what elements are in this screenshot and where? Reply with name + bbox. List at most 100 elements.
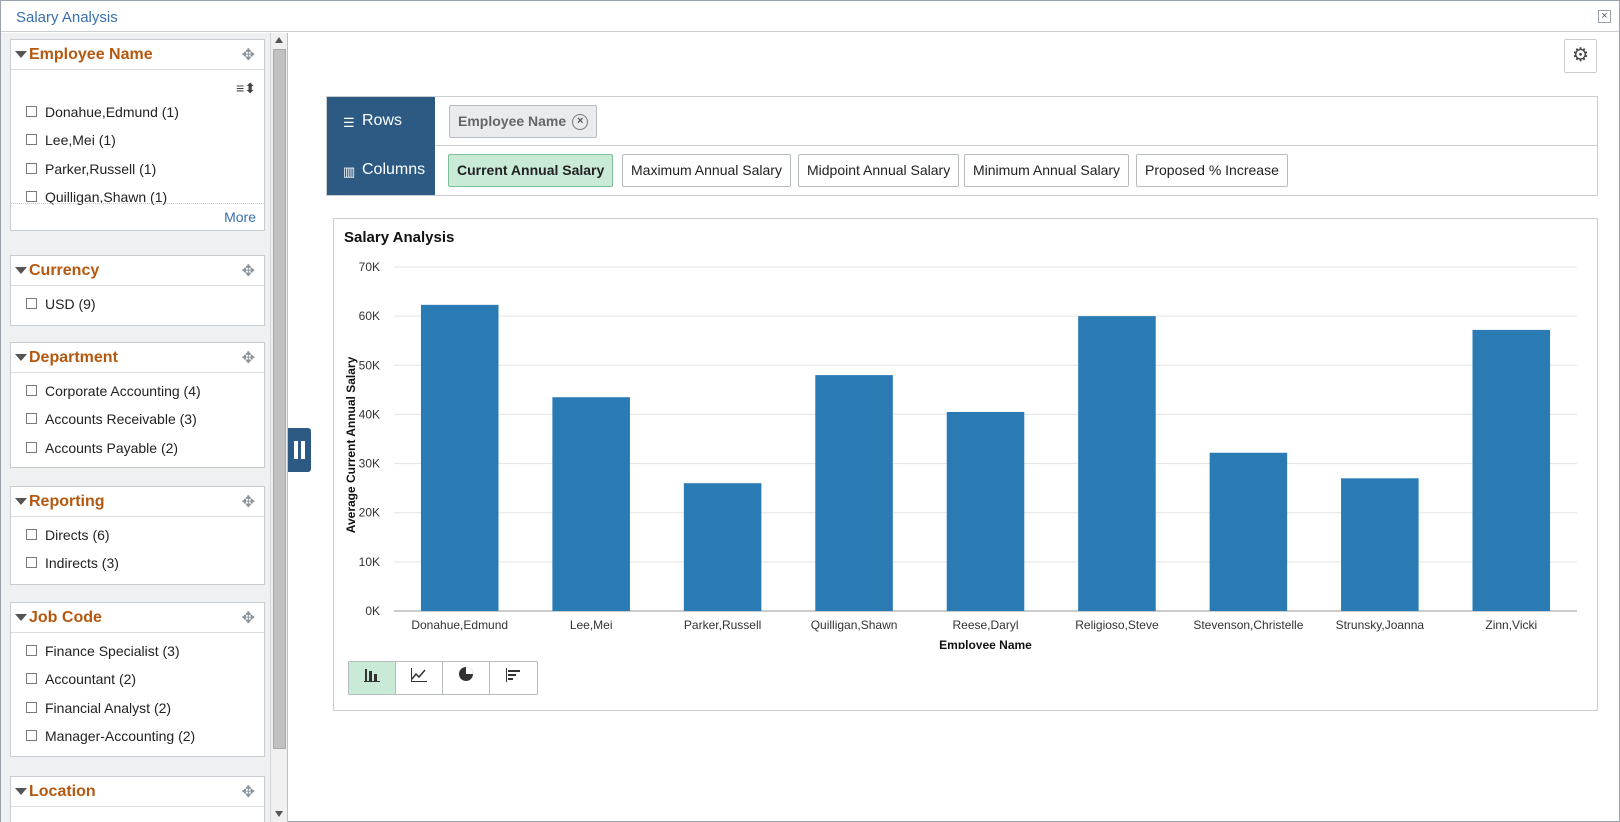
facet-title: Location [29, 783, 96, 800]
option-label: Accounts Receivable (3) [45, 411, 197, 428]
scroll-up-icon[interactable] [275, 37, 283, 43]
collapse-caret-icon[interactable] [15, 498, 27, 505]
facet-option[interactable]: Indirects (3) [11, 551, 264, 579]
checkbox[interactable] [26, 673, 37, 685]
facet-option[interactable]: Parker,Russell (1) [11, 157, 264, 185]
checkbox[interactable] [26, 298, 37, 309]
move-icon[interactable]: ✥ [241, 494, 255, 511]
horizontal-bar-icon[interactable] [490, 662, 537, 694]
collapse-caret-icon[interactable] [15, 614, 27, 621]
move-icon[interactable]: ✥ [241, 350, 255, 367]
facet-header[interactable]: Location ✥ [11, 777, 264, 807]
move-icon[interactable]: ✥ [241, 47, 255, 64]
facet-option[interactable]: Accountant (2) [11, 667, 264, 695]
facet-option[interactable]: USD (9) [11, 292, 264, 320]
facet-currency: Currency ✥ USD (9) [10, 255, 265, 326]
facet-option[interactable]: Donahue,Edmund (1) [11, 100, 264, 128]
x-tick-label: Parker,Russell [684, 618, 761, 632]
facet-option[interactable]: Corporate Accounting (4) [11, 379, 264, 407]
remove-icon[interactable]: × [572, 114, 589, 131]
chart-title: Salary Analysis [344, 229, 455, 246]
y-tick-label: 20K [359, 506, 380, 520]
sort-icon[interactable]: ≡⬍ [236, 80, 256, 96]
y-tick-label: 60K [359, 309, 380, 323]
option-label: Indirects (3) [45, 555, 119, 572]
column-chip-proposed-increase[interactable]: Proposed % Increase [1136, 154, 1288, 187]
rows-bar: ☰ Rows Employee Name × [327, 97, 1597, 146]
more-link[interactable]: More [224, 209, 256, 225]
gear-icon[interactable]: ⚙ [1564, 39, 1597, 73]
y-tick-label: 50K [359, 358, 380, 372]
facet-option[interactable]: Lee,Mei (1) [11, 128, 264, 156]
facet-scrollbar[interactable] [270, 33, 287, 822]
facet-panel: Employee Name ✥ ≡⬍ Donahue,Edmund (1) Le… [1, 33, 288, 822]
bar [946, 411, 1025, 611]
collapse-caret-icon[interactable] [15, 354, 27, 361]
facet-option[interactable]: Financial Analyst (2) [11, 696, 264, 724]
y-tick-label: 30K [359, 457, 380, 471]
facet-option[interactable]: Manager-Accounting (2) [11, 724, 264, 752]
facet-header[interactable]: Job Code ✥ [11, 603, 264, 633]
collapse-caret-icon[interactable] [15, 788, 27, 795]
move-icon[interactable]: ✥ [241, 784, 255, 801]
x-tick-label: Stevenson,Christelle [1193, 618, 1303, 632]
bar [683, 483, 762, 611]
facet-option[interactable]: Accounts Payable (2) [11, 436, 264, 464]
y-tick-label: 0K [365, 604, 380, 618]
facet-header[interactable]: Employee Name ✥ [11, 40, 264, 70]
facet-option[interactable]: Quilligan,Shawn (1) [11, 185, 264, 213]
x-tick-label: Religioso,Steve [1075, 618, 1159, 632]
move-icon[interactable]: ✥ [241, 610, 255, 627]
checkbox[interactable] [26, 106, 37, 117]
y-tick-label: 10K [359, 555, 380, 569]
collapse-caret-icon[interactable] [15, 267, 27, 274]
facet-header[interactable]: Currency ✥ [11, 256, 264, 286]
facet-header[interactable]: Department ✥ [11, 343, 264, 373]
facet-option[interactable]: Accounts Receivable (3) [11, 407, 264, 435]
x-tick-label: Donahue,Edmund [411, 618, 508, 632]
checkbox[interactable] [26, 701, 37, 713]
x-tick-label: Zinn,Vicki [1485, 618, 1537, 632]
close-icon[interactable]: × [1598, 10, 1611, 23]
pie-chart-icon[interactable] [443, 662, 490, 694]
x-tick-label: Lee,Mei [570, 618, 613, 632]
bar [1472, 329, 1551, 611]
collapse-caret-icon[interactable] [15, 51, 27, 58]
facet-option[interactable]: Finance Specialist (3) [11, 639, 264, 667]
checkbox[interactable] [26, 385, 37, 396]
facet-option[interactable]: Directs (6) [11, 523, 264, 551]
move-icon[interactable]: ✥ [241, 263, 255, 280]
option-label: USD (9) [45, 296, 96, 312]
facet-reporting: Reporting ✥ Directs (6) Indirects (3) [10, 486, 265, 585]
checkbox[interactable] [26, 413, 37, 425]
bar [815, 375, 893, 611]
panel-toggle-handle[interactable] [288, 428, 311, 472]
x-axis-label: Employee Name [939, 638, 1032, 649]
facet-header[interactable]: Reporting ✥ [11, 487, 264, 517]
column-chip-current-annual-salary[interactable]: Current Annual Salary [448, 154, 614, 187]
row-field-chip[interactable]: Employee Name × [449, 105, 598, 138]
line-chart-icon[interactable] [396, 662, 443, 694]
column-chip-maximum-annual-salary[interactable]: Maximum Annual Salary [622, 154, 791, 187]
option-label: Lee,Mei (1) [45, 132, 116, 149]
option-label: Corporate Accounting (4) [45, 383, 201, 399]
checkbox[interactable] [26, 529, 37, 540]
bar-chart-icon[interactable] [349, 662, 396, 694]
pause-icon [301, 441, 305, 459]
checkbox[interactable] [26, 162, 37, 174]
checkbox[interactable] [26, 134, 37, 146]
checkbox[interactable] [26, 190, 37, 202]
column-chip-minimum-annual-salary[interactable]: Minimum Annual Salary [964, 154, 1130, 187]
bar [552, 397, 630, 611]
column-chip-midpoint-annual-salary[interactable]: Midpoint Annual Salary [798, 154, 960, 187]
scroll-down-icon[interactable] [275, 811, 283, 817]
pause-icon [294, 441, 298, 459]
checkbox[interactable] [26, 441, 37, 453]
facet-title: Employee Name [29, 46, 153, 63]
checkbox[interactable] [26, 645, 37, 656]
facet-department: Department ✥ Corporate Accounting (4) Ac… [10, 342, 265, 468]
checkbox[interactable] [26, 557, 37, 569]
bar [420, 304, 499, 611]
scroll-thumb[interactable] [273, 49, 286, 749]
checkbox[interactable] [26, 729, 37, 741]
